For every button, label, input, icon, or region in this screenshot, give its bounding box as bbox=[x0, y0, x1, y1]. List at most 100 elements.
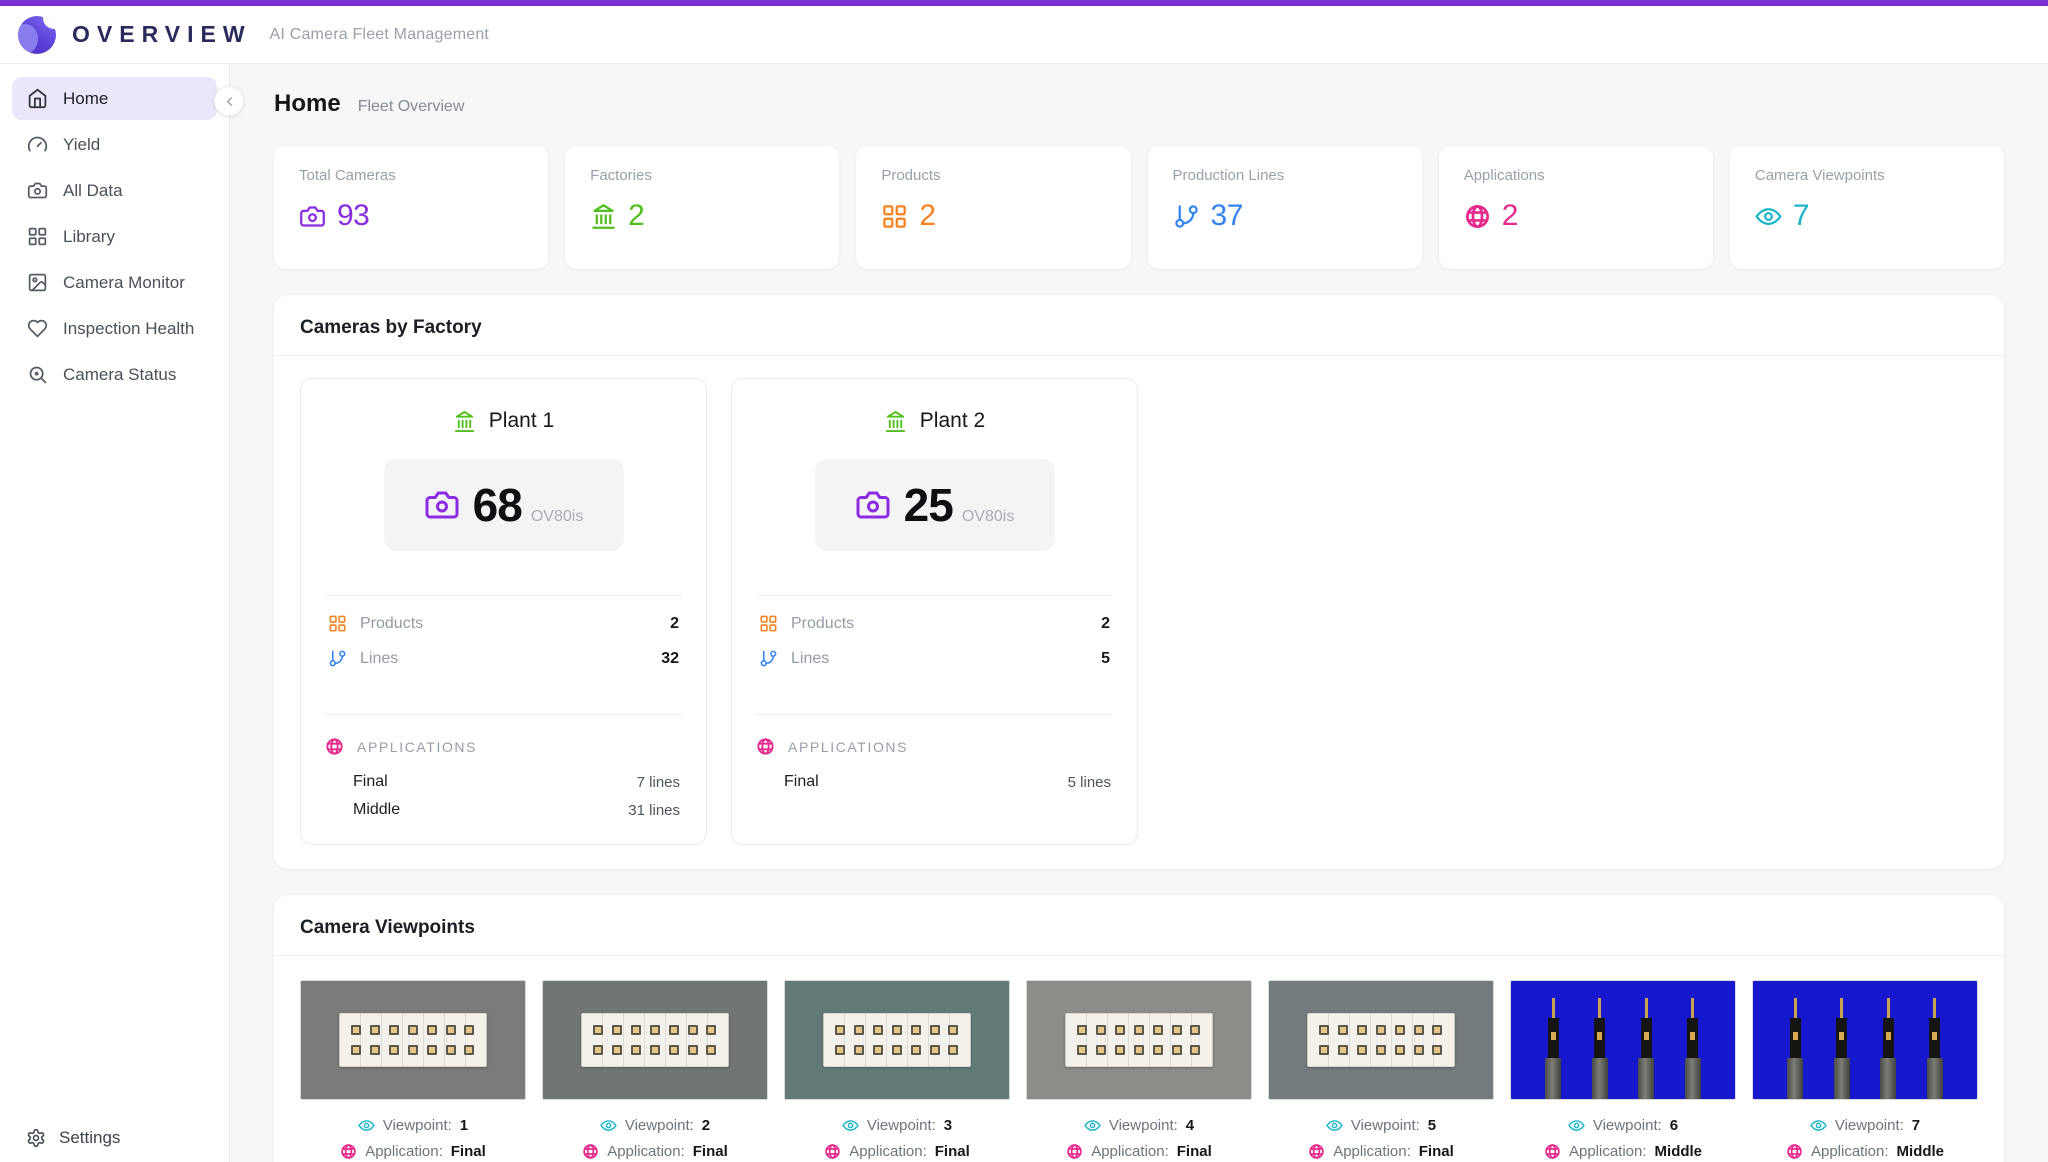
connector-graphic bbox=[581, 1012, 729, 1068]
heart-icon bbox=[27, 318, 48, 339]
viewpoint-card-5[interactable]: Viewpoint: 5 Application: Final bbox=[1268, 980, 1494, 1160]
sidebar-item-camera-monitor[interactable]: Camera Monitor bbox=[12, 261, 217, 304]
sidebar-item-yield[interactable]: Yield bbox=[12, 123, 217, 166]
cameras-by-factory-panel: Cameras by Factory Plant 1 68 OV80is bbox=[274, 295, 2004, 869]
sidebar-item-camera-status[interactable]: Camera Status bbox=[12, 353, 217, 396]
section-title: Camera Viewpoints bbox=[300, 917, 475, 938]
sidebar-item-all-data[interactable]: All Data bbox=[12, 169, 217, 212]
globe-icon bbox=[340, 1143, 357, 1160]
branch-icon bbox=[1173, 203, 1200, 230]
viewpoint-image[interactable] bbox=[542, 980, 768, 1100]
viewpoint-number: 2 bbox=[701, 1117, 711, 1134]
eye-icon bbox=[842, 1117, 859, 1134]
stat-value: 2 bbox=[628, 199, 645, 232]
row-label: Products bbox=[791, 614, 855, 632]
viewpoint-caption: Viewpoint: 1 Application: Final bbox=[300, 1117, 526, 1160]
viewpoint-label: Viewpoint: bbox=[1592, 1117, 1662, 1134]
plant-card-1[interactable]: Plant 1 68 OV80is Products 2 bbox=[300, 378, 707, 845]
stat-card-production-lines: Production Lines 37 bbox=[1147, 146, 1422, 269]
eye-icon bbox=[1810, 1117, 1827, 1134]
eye-icon bbox=[1326, 1117, 1343, 1134]
grid-icon bbox=[328, 614, 347, 633]
viewpoint-card-1[interactable]: Viewpoint: 1 Application: Final bbox=[300, 980, 526, 1160]
page-subtitle: Fleet Overview bbox=[357, 98, 465, 115]
stat-label: Total Cameras bbox=[299, 167, 396, 184]
applications-label: APPLICATIONS bbox=[357, 738, 478, 755]
grid-icon bbox=[27, 226, 48, 247]
viewpoint-image[interactable] bbox=[1268, 980, 1494, 1100]
sidebar-item-inspection-health[interactable]: Inspection Health bbox=[12, 307, 217, 350]
landmark-icon bbox=[453, 410, 476, 433]
sidebar-collapse-button[interactable] bbox=[214, 86, 244, 116]
application-row: Final 7 lines bbox=[325, 768, 682, 796]
camera-count-box: 68 OV80is bbox=[383, 459, 624, 551]
plant-products-row: Products 2 bbox=[325, 606, 682, 641]
sidebar-item-settings[interactable]: Settings bbox=[26, 1128, 120, 1148]
viewpoint-number: 1 bbox=[459, 1117, 469, 1134]
application-label: Application: bbox=[1333, 1143, 1411, 1160]
viewpoint-label: Viewpoint: bbox=[624, 1117, 694, 1134]
overview-logo bbox=[18, 15, 56, 54]
viewpoint-card-7[interactable]: Viewpoint: 7 Application: Middle bbox=[1752, 980, 1978, 1160]
globe-icon bbox=[582, 1143, 599, 1160]
application-label: Application: bbox=[1568, 1143, 1647, 1160]
image-icon bbox=[27, 272, 48, 293]
viewpoint-card-4[interactable]: Viewpoint: 4 Application: Final bbox=[1026, 980, 1252, 1160]
viewpoint-image[interactable] bbox=[300, 980, 526, 1100]
row-value: 5 bbox=[1101, 649, 1110, 667]
chevron-left-icon bbox=[222, 94, 237, 109]
row-label: Lines bbox=[360, 649, 399, 667]
application-lines: 5 lines bbox=[1067, 773, 1111, 791]
viewpoint-number: 4 bbox=[1185, 1117, 1195, 1134]
globe-icon bbox=[1464, 203, 1491, 230]
viewpoint-caption: Viewpoint: 4 Application: Final bbox=[1026, 1117, 1252, 1160]
sidebar-item-library[interactable]: Library bbox=[12, 215, 217, 258]
application-label: Application: bbox=[849, 1143, 927, 1160]
stat-label: Production Lines bbox=[1172, 167, 1285, 184]
application-value: Final bbox=[692, 1143, 728, 1160]
application-value: Middle bbox=[1896, 1143, 1945, 1160]
viewpoint-label: Viewpoint: bbox=[866, 1117, 936, 1134]
viewpoint-label: Viewpoint: bbox=[1834, 1117, 1904, 1134]
application-label: Application: bbox=[1091, 1143, 1169, 1160]
viewpoint-caption: Viewpoint: 6 Application: Middle bbox=[1510, 1117, 1736, 1160]
camera-count: 68 bbox=[472, 479, 523, 531]
viewpoint-number: 7 bbox=[1911, 1117, 1921, 1134]
plant-card-2[interactable]: Plant 2 25 OV80is Products 2 bbox=[731, 378, 1138, 845]
sidebar-item-label: All Data bbox=[63, 180, 123, 200]
viewpoint-image[interactable] bbox=[1026, 980, 1252, 1100]
stat-card-products: Products 2 bbox=[856, 146, 1131, 269]
application-value: Final bbox=[1176, 1143, 1212, 1160]
sidebar-item-label: Camera Monitor bbox=[63, 272, 185, 292]
plant-name: Plant 1 bbox=[488, 409, 555, 432]
page-head: Home Fleet Overview bbox=[274, 90, 2004, 118]
sidebar-item-home[interactable]: Home bbox=[12, 77, 217, 120]
eye-icon bbox=[1568, 1117, 1585, 1134]
viewpoint-card-2[interactable]: Viewpoint: 2 Application: Final bbox=[542, 980, 768, 1160]
stat-value: 2 bbox=[919, 199, 936, 232]
application-label: Application: bbox=[365, 1143, 443, 1160]
camera-model: OV80is bbox=[530, 508, 584, 525]
stats-row: Total Cameras 93 Factories 2 Products 2 bbox=[274, 146, 2005, 269]
row-value: 2 bbox=[1101, 614, 1110, 632]
application-lines: 31 lines bbox=[628, 801, 680, 819]
viewpoint-caption: Viewpoint: 2 Application: Final bbox=[542, 1117, 768, 1160]
globe-icon bbox=[325, 737, 344, 756]
viewpoint-image[interactable] bbox=[1510, 980, 1736, 1100]
stat-value: 93 bbox=[337, 199, 370, 232]
stat-card-camera-viewpoints: Camera Viewpoints 7 bbox=[1729, 146, 2005, 269]
applications-block: APPLICATIONS Final 7 lines Middle 31 lin… bbox=[325, 714, 682, 824]
plant-lines-row: Lines 32 bbox=[325, 641, 682, 676]
viewpoint-card-6[interactable]: Viewpoint: 6 Application: Middle bbox=[1510, 980, 1736, 1160]
viewpoint-label: Viewpoint: bbox=[1350, 1117, 1420, 1134]
viewpoint-card-3[interactable]: Viewpoint: 3 Application: Final bbox=[784, 980, 1010, 1160]
eye-icon bbox=[1755, 203, 1782, 230]
application-label: Application: bbox=[1810, 1143, 1889, 1160]
application-value: Final bbox=[450, 1143, 486, 1160]
globe-icon bbox=[1066, 1143, 1083, 1160]
grid-icon bbox=[759, 614, 778, 633]
branch-icon bbox=[328, 649, 347, 668]
viewpoint-image[interactable] bbox=[784, 980, 1010, 1100]
viewpoint-image[interactable] bbox=[1752, 980, 1978, 1100]
viewpoint-label: Viewpoint: bbox=[382, 1117, 452, 1134]
